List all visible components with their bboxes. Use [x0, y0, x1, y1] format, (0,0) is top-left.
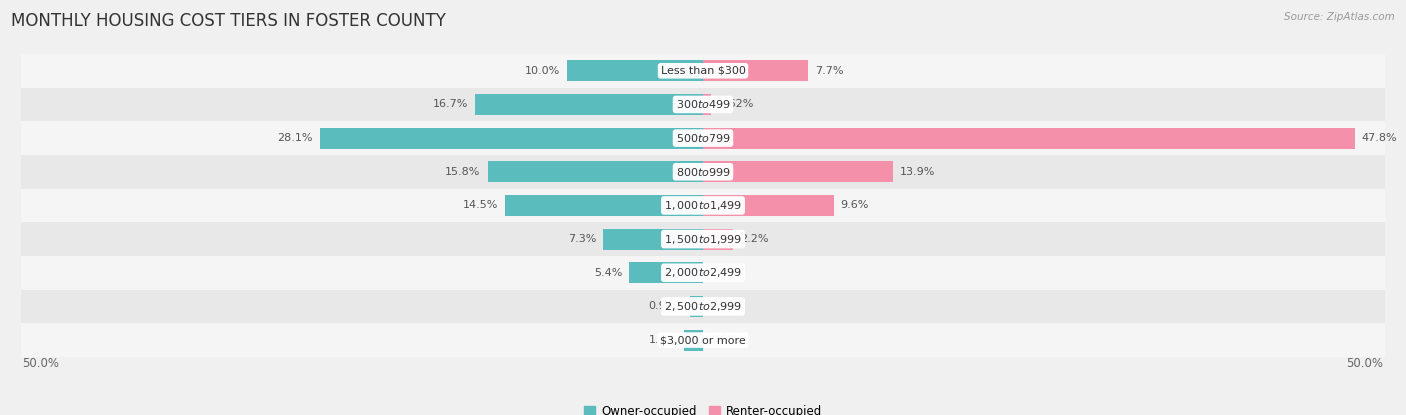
- Text: 16.7%: 16.7%: [433, 100, 468, 110]
- Bar: [683, 330, 703, 351]
- Text: 10.0%: 10.0%: [524, 66, 560, 76]
- Bar: [21, 155, 1385, 188]
- Text: 0.94%: 0.94%: [648, 301, 683, 311]
- Text: Less than $300: Less than $300: [661, 66, 745, 76]
- Text: 28.1%: 28.1%: [277, 133, 314, 143]
- Bar: [21, 88, 1385, 121]
- Text: Source: ZipAtlas.com: Source: ZipAtlas.com: [1284, 12, 1395, 22]
- Text: 0.0%: 0.0%: [710, 335, 738, 345]
- Bar: [603, 229, 703, 249]
- Text: 15.8%: 15.8%: [446, 167, 481, 177]
- Legend: Owner-occupied, Renter-occupied: Owner-occupied, Renter-occupied: [583, 405, 823, 415]
- Text: $3,000 or more: $3,000 or more: [661, 335, 745, 345]
- Bar: [21, 222, 1385, 256]
- Text: 14.5%: 14.5%: [463, 200, 499, 210]
- Text: 5.4%: 5.4%: [595, 268, 623, 278]
- Text: 7.3%: 7.3%: [568, 234, 596, 244]
- Bar: [488, 161, 703, 182]
- Bar: [21, 256, 1385, 290]
- Text: 7.7%: 7.7%: [815, 66, 844, 76]
- Text: $1,000 to $1,499: $1,000 to $1,499: [664, 199, 742, 212]
- Bar: [21, 121, 1385, 155]
- Bar: [703, 161, 893, 182]
- Bar: [567, 60, 703, 81]
- Text: 47.8%: 47.8%: [1362, 133, 1398, 143]
- Text: 13.9%: 13.9%: [900, 167, 935, 177]
- Bar: [505, 195, 703, 216]
- Bar: [703, 60, 808, 81]
- Bar: [21, 54, 1385, 88]
- Text: $1,500 to $1,999: $1,500 to $1,999: [664, 232, 742, 246]
- Bar: [21, 188, 1385, 222]
- Text: $2,500 to $2,999: $2,500 to $2,999: [664, 300, 742, 313]
- Text: 0.0%: 0.0%: [710, 301, 738, 311]
- Bar: [703, 195, 834, 216]
- Text: $500 to $799: $500 to $799: [675, 132, 731, 144]
- Text: 0.62%: 0.62%: [718, 100, 754, 110]
- Text: 2.2%: 2.2%: [740, 234, 768, 244]
- Text: 1.4%: 1.4%: [648, 335, 678, 345]
- Bar: [21, 323, 1385, 357]
- Bar: [21, 290, 1385, 323]
- Text: $2,000 to $2,499: $2,000 to $2,499: [664, 266, 742, 279]
- Text: $300 to $499: $300 to $499: [675, 98, 731, 110]
- Bar: [319, 128, 703, 149]
- Bar: [703, 128, 1355, 149]
- Text: 50.0%: 50.0%: [22, 357, 59, 370]
- Bar: [703, 94, 711, 115]
- Bar: [703, 229, 733, 249]
- Text: $800 to $999: $800 to $999: [675, 166, 731, 178]
- Bar: [475, 94, 703, 115]
- Text: 0.0%: 0.0%: [710, 268, 738, 278]
- Text: 9.6%: 9.6%: [841, 200, 869, 210]
- Bar: [630, 262, 703, 283]
- Text: 50.0%: 50.0%: [1347, 357, 1384, 370]
- Text: MONTHLY HOUSING COST TIERS IN FOSTER COUNTY: MONTHLY HOUSING COST TIERS IN FOSTER COU…: [11, 12, 446, 30]
- Bar: [690, 296, 703, 317]
